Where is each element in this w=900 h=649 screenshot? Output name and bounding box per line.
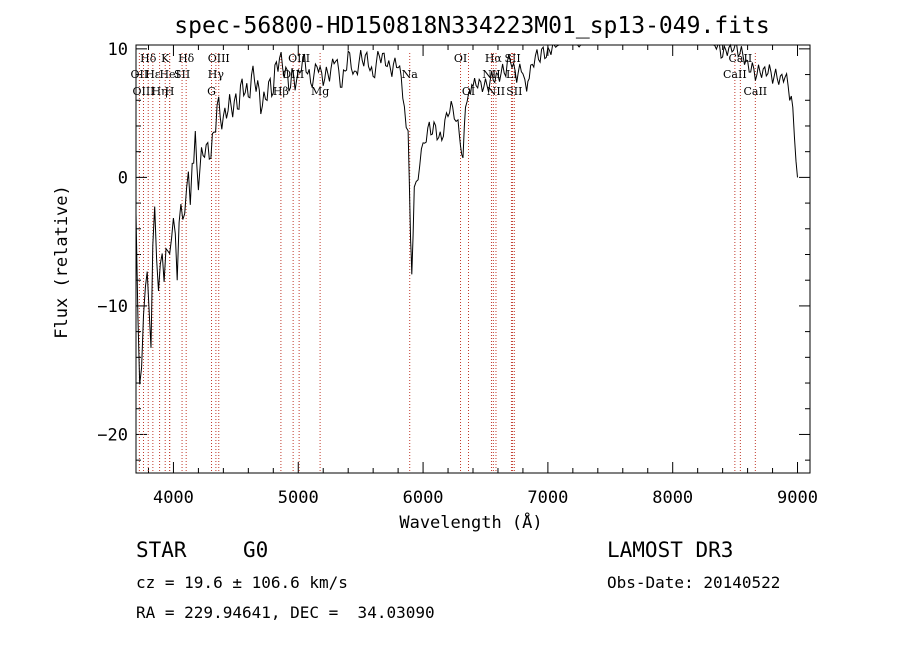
x-tick-label: 8000 (652, 488, 693, 508)
spectral-line-label: Hγ (208, 68, 225, 81)
plot-frame (135, 44, 811, 474)
y-tick-label: −20 (97, 425, 128, 445)
spectral-line-label: Mg (311, 85, 329, 98)
spectral-line-label: Hα (485, 52, 503, 65)
spectral-line-label: H (165, 85, 175, 98)
x-axis-label: Wavelength (Å) (399, 511, 542, 533)
x-tick-label: 9000 (777, 488, 818, 508)
chart-title: spec-56800-HD150818N334223M01_sp13-049.f… (174, 13, 769, 39)
spectral-line-label: OI (454, 52, 467, 65)
survey-name: LAMOST DR3 (607, 538, 734, 562)
spectral-line-label: SII (174, 68, 190, 81)
object-class: STAR (136, 538, 187, 562)
x-tick-label: 5000 (278, 488, 319, 508)
spectral-line-label: Hδ (178, 52, 195, 65)
spectral-line-label: SII (506, 85, 522, 98)
y-tick-label: −10 (97, 297, 128, 317)
y-tick-label: 10 (108, 40, 128, 60)
object-subclass: G0 (243, 538, 269, 562)
coordinates: RA = 229.94641, DEC = 34.03090 (136, 603, 435, 622)
y-tick-label: 0 (118, 168, 128, 188)
spectral-line-label: CaII (743, 85, 767, 98)
spectral-line-label: NII (487, 85, 505, 98)
spectral-line-label: CaII (723, 68, 747, 81)
spectral-line-label: OIII (208, 52, 230, 65)
spectral-line-label: OIII (132, 85, 154, 98)
spectral-line-label: OIII (288, 52, 310, 65)
x-tick-label: 4000 (153, 488, 194, 508)
spectral-line-label: Hδ (140, 52, 157, 65)
spectral-line-label: G (207, 85, 216, 98)
spectral-line-label: Hε (145, 68, 161, 81)
redshift-cz: cz = 19.6 ± 106.6 km/s (136, 573, 348, 592)
spectral-line-label: CaII (729, 52, 753, 65)
spectral-line-label: Hη (151, 85, 167, 98)
y-axis-label: Flux (relative) (52, 185, 72, 339)
spectral-line-label: Na (402, 68, 419, 81)
spectral-line-label: Li (506, 68, 517, 81)
spectral-line-label: K (161, 52, 170, 65)
x-tick-label: 7000 (527, 488, 568, 508)
spectral-line-label: Hβ (273, 85, 289, 98)
obs-date: Obs-Date: 20140522 (607, 573, 781, 592)
x-tick-label: 6000 (403, 488, 444, 508)
